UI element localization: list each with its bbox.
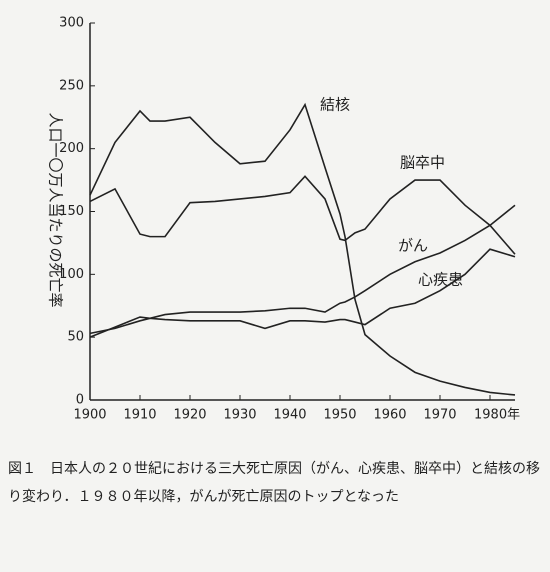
series-line: [89, 204, 516, 335]
series-label: 脳卒中: [400, 154, 445, 172]
series-label: 心疾患: [418, 271, 463, 289]
x-tick-label: 1940: [273, 408, 306, 423]
y-tick-label: 0: [76, 393, 84, 408]
y-tick-label: 200: [59, 141, 84, 156]
y-tick-label: 50: [67, 330, 84, 345]
series-line: [89, 248, 516, 338]
x-tick-label: 1960: [373, 408, 406, 423]
x-tick-label: 1970: [423, 408, 456, 423]
y-axis-label: 人口一〇万人当たりの死亡率: [47, 112, 65, 307]
y-tick-label: 250: [59, 78, 84, 93]
y-tick-label: 150: [59, 204, 84, 219]
series-line: [89, 102, 516, 396]
x-tick-label: 1980年: [474, 408, 520, 423]
y-tick-label: 100: [59, 267, 84, 282]
x-tick-label: 1920: [173, 408, 206, 423]
caption-text: 日本人の２０世紀における三大死亡原因（がん、心疾患、脳卒中）と結核の移り変わり．…: [8, 461, 540, 505]
x-tick-label: 1900: [73, 408, 106, 423]
x-tick-label: 1910: [123, 408, 156, 423]
caption: 図１ 日本人の２０世紀における三大死亡原因（がん、心疾患、脳卒中）と結核の移り変わ…: [8, 455, 542, 511]
series-line: [89, 175, 516, 255]
figure-label: 図１: [8, 461, 36, 477]
x-tick-label: 1930: [223, 408, 256, 423]
y-tick-label: 300: [59, 16, 84, 31]
chart: 人口一〇万人当たりの死亡率 0 50 100 150 200 250 300 1900 1910…: [47, 16, 521, 423]
series-label: 結核: [320, 96, 350, 114]
x-tick-label: 1950: [323, 408, 356, 423]
series-label: がん: [398, 237, 428, 255]
